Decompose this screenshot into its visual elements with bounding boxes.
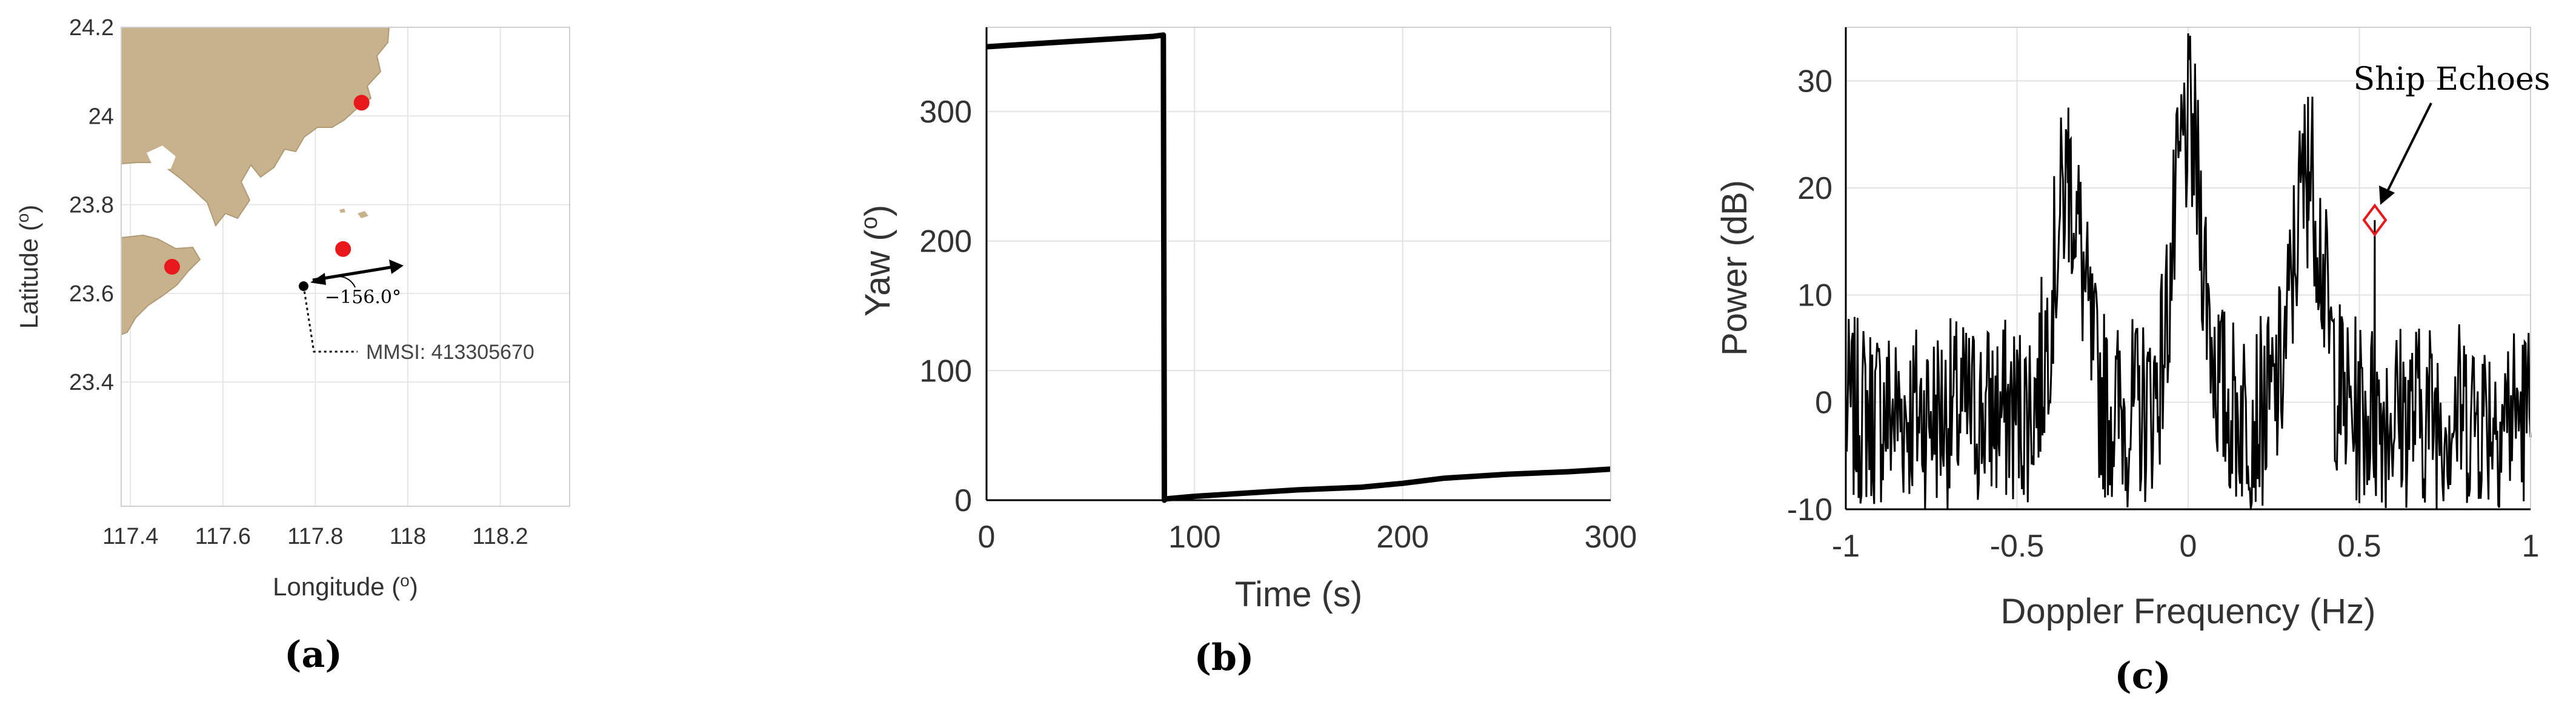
panel-a-map: −156.0° MMSI: 413305670 117.4 117.6 117.8 1… <box>13 15 570 676</box>
ship-echo-arrowhead-icon <box>2379 186 2395 205</box>
yaw-series-line <box>986 32 1611 503</box>
map-y-tick-label: 23.8 <box>69 193 114 218</box>
land-mass <box>121 27 390 336</box>
islet-2 <box>339 209 345 213</box>
land-north-coast <box>121 27 390 227</box>
map-axes-box <box>121 27 570 507</box>
ship-track: −156.0° MMSI: 413305670 <box>299 259 534 364</box>
spectrum-y-tick-labels: -10 0 10 20 30 <box>1787 64 1832 527</box>
radar-station-marker <box>353 95 370 111</box>
map-x-tick-label: 118 <box>390 524 427 549</box>
heading-angle-label: −156.0° <box>325 287 401 308</box>
land-south-coast <box>121 234 201 336</box>
mmsi-leader-line <box>302 286 358 353</box>
spectrum-x-tick-label: 1 <box>2522 529 2540 564</box>
panel-b-yaw: 0 100 200 300 0 100 200 300 Time (s) Yaw (o) (… <box>857 27 1637 679</box>
radar-station-marker <box>164 259 180 275</box>
spectrum-series-line <box>1845 33 2532 509</box>
mmsi-label: MMSI: 413305670 <box>366 341 534 364</box>
map-x-tick-labels: 117.4 117.6 117.8 118 118.2 <box>102 524 528 549</box>
ship-echo-diamond-marker <box>2362 203 2388 237</box>
heading-arrowhead-left-icon <box>310 273 326 285</box>
yaw-y-tick-label: 100 <box>919 353 972 389</box>
spectrum-y-tick-label: 20 <box>1797 171 1832 206</box>
map-x-axis-label: Longitude (o) <box>273 571 418 601</box>
yaw-series <box>986 32 1611 503</box>
yaw-y-tick-label: 200 <box>919 224 972 259</box>
map-y-tick-labels: 24.2 24 23.8 23.6 23.4 <box>69 15 114 395</box>
map-y-tick-label: 24 <box>88 104 114 129</box>
station-markers <box>164 95 370 275</box>
map-y-tick-label: 23.6 <box>69 281 114 307</box>
islet-1 <box>358 211 368 218</box>
yaw-x-tick-label: 100 <box>1168 520 1221 555</box>
panel-label-b: (b) <box>1194 637 1254 679</box>
map-y-tick-label: 23.4 <box>69 370 114 395</box>
yaw-y-tick-labels: 0 100 200 300 <box>919 95 972 518</box>
spectrum-y-tick-label: 10 <box>1797 278 1832 313</box>
yaw-x-tick-label: 300 <box>1585 520 1637 555</box>
ship-heading-arrow <box>312 265 394 282</box>
yaw-x-tick-label: 200 <box>1376 520 1429 555</box>
ship-echo-arrow <box>2386 102 2432 192</box>
panel-label-c: (c) <box>2114 655 2171 697</box>
spectrum-x-tick-label: 0.5 <box>2337 529 2381 564</box>
yaw-x-axis-label: Time (s) <box>1235 575 1362 614</box>
map-x-tick-label: 117.6 <box>195 524 251 549</box>
ship-echo-annotation: Ship Echoes <box>2354 61 2551 237</box>
yaw-y-tick-label: 0 <box>954 483 972 518</box>
heading-angle-arc <box>339 276 356 288</box>
yaw-y-tick-label: 300 <box>919 95 972 130</box>
panel-label-a: (a) <box>284 634 342 676</box>
map-x-tick-label: 118.2 <box>472 524 528 549</box>
yaw-plot-area <box>987 27 1611 500</box>
islet-3 <box>195 179 202 186</box>
spectrum-y-tick-label: 30 <box>1797 64 1832 99</box>
land-north-inlet <box>147 146 176 171</box>
spectrum-y-tick-label: 0 <box>1815 385 1832 420</box>
spectrum-y-tick-label: -10 <box>1787 492 1832 527</box>
panel-c-spectrum: Ship Echoes -1 -0.5 0 0.5 1 -10 0 10 20 30 Doppl… <box>1715 27 2550 697</box>
map-y-tick-label: 24.2 <box>69 15 114 41</box>
spectrum-x-tick-label: 0 <box>2180 529 2197 564</box>
radar-station-marker <box>335 241 351 257</box>
ship-echo-label: Ship Echoes <box>2354 61 2551 98</box>
yaw-y-axis-label: Yaw (o) <box>857 205 897 316</box>
heading-arrowhead-right-icon <box>389 259 404 274</box>
yaw-x-tick-label: 0 <box>978 520 996 555</box>
spectrum-x-tick-labels: -1 -0.5 0 0.5 1 <box>1832 529 2540 564</box>
spectrum-x-tick-label: -0.5 <box>1990 529 2045 564</box>
spectrum-series <box>1845 33 2532 509</box>
yaw-x-tick-labels: 0 100 200 300 <box>978 520 1637 555</box>
spectrum-x-axis-label: Doppler Frequency (Hz) <box>2001 592 2376 631</box>
map-x-tick-label: 117.8 <box>287 524 343 549</box>
spectrum-y-axis-label: Power (dB) <box>1715 180 1754 356</box>
map-y-axis-label: Latitude (o) <box>13 205 44 329</box>
map-x-tick-label: 117.4 <box>102 524 158 549</box>
spectrum-x-tick-label: -1 <box>1832 529 1860 564</box>
